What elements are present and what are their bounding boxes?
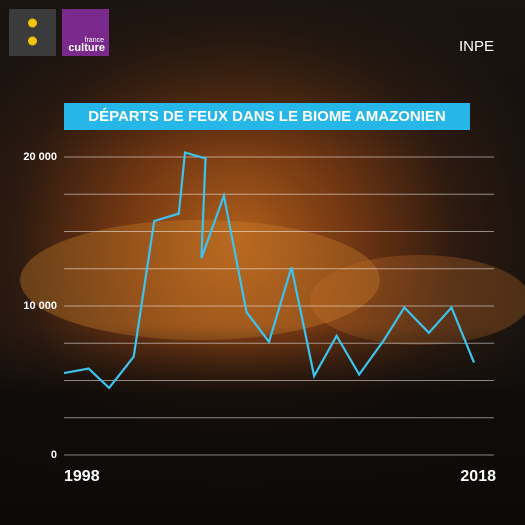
source: INPE (459, 38, 494, 55)
data-line (63, 151, 476, 390)
logo-text: culture (68, 42, 105, 54)
logo-dot (28, 18, 37, 28)
logo-france-culture (62, 9, 109, 56)
x-tick-label: 2018 (460, 468, 496, 485)
logo-dot (28, 36, 37, 46)
y-tick-label: 20 000 (23, 151, 57, 163)
y-tick-label: 0 (51, 449, 57, 461)
title-box (64, 103, 470, 130)
x-tick-label: 1998 (64, 468, 100, 485)
chart-title: DÉPARTS DE FEUX DANS LE BIOME AMAZONIEN (88, 108, 446, 125)
logo-text: france (85, 37, 105, 44)
plot: 0 10 000 20 000 1998 2018 (23, 151, 496, 485)
logo-mark (9, 9, 56, 56)
y-tick-label: 10 000 (23, 300, 57, 312)
